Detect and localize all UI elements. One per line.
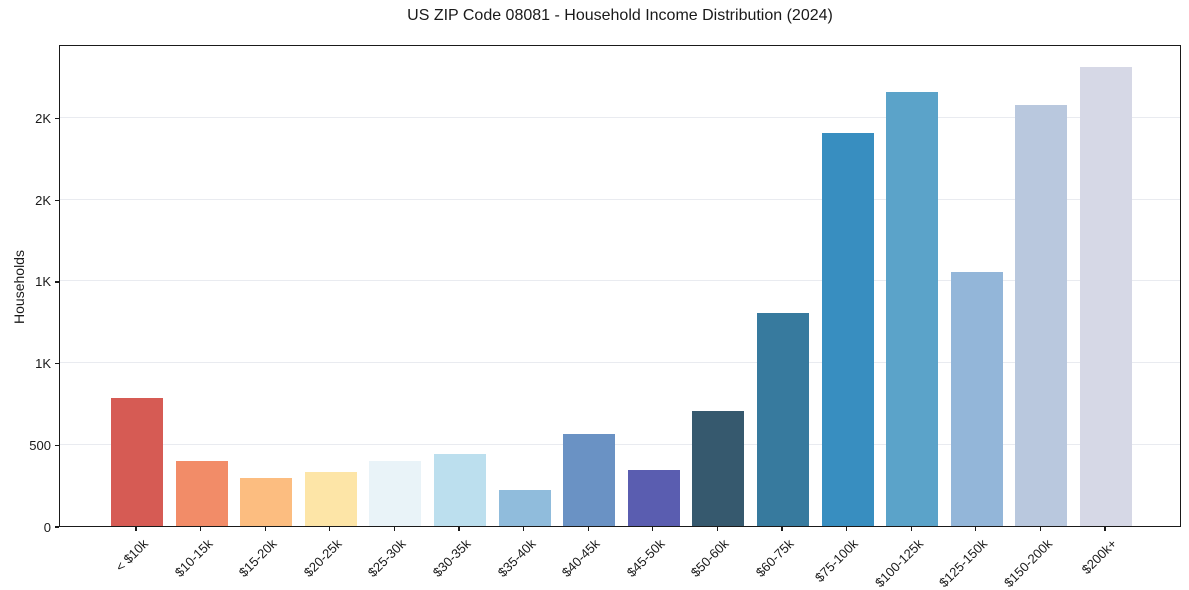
x-tick-label: $100-125k [871,536,926,590]
bar-$40-45k [563,434,616,526]
bar-< $10k [111,398,163,526]
x-tick-mark [587,527,589,531]
bar-$45-50k [627,470,680,526]
chart-title: US ZIP Code 08081 - Household Income Dis… [407,7,833,24]
bar-$50-60k [692,411,745,526]
x-tick-mark [393,527,396,531]
y-tick-mark [55,444,59,446]
bar-$20-25k [304,472,357,526]
x-tick-mark [1104,527,1106,531]
x-tick-mark [1039,527,1042,531]
x-tick-mark [522,527,525,531]
bar-$75-100k [821,133,874,526]
x-tick-mark [458,527,460,531]
x-tick-label: $200k+ [1078,536,1120,578]
x-tick-mark [135,527,137,531]
y-tick-mark [55,526,59,528]
x-tick-label: $45-50k [623,536,668,580]
bar-$200k+ [1080,67,1132,526]
y-tick-mark [55,199,59,201]
x-tick-label: $10-15k [171,536,216,580]
x-tick-mark [199,527,202,531]
x-tick-label: $50-60k [688,536,732,580]
x-tick-mark [716,527,719,531]
plot-area [59,45,1181,527]
x-tick-label: $125-150k [936,536,991,590]
x-tick-label: $150-200k [1000,536,1055,590]
x-tick-mark [329,527,331,531]
gridline [60,117,1180,119]
y-tick-label: 1K [35,356,51,372]
x-tick-mark [975,527,977,531]
x-tick-mark [264,527,266,531]
x-tick-mark [652,527,654,531]
bar-$25-30k [369,461,422,526]
bar-$100-125k [886,92,939,526]
y-tick-mark [55,281,59,283]
y-tick-label: 2K [35,192,51,208]
bar-$10-15k [175,461,228,526]
x-tick-label: $60-75k [752,536,797,580]
y-tick-label: 2K [35,111,51,127]
bar-$30-35k [434,454,486,526]
x-tick-label: $30-35k [429,536,474,580]
x-tick-label: $40-45k [558,536,603,580]
x-tick-label: $15-20k [235,536,280,580]
x-tick-label: $20-25k [300,536,345,580]
x-tick-mark [845,527,848,531]
gridline [60,362,1180,364]
y-tick-label: 1K [35,274,51,290]
bar-$60-75k [757,313,809,526]
x-tick-mark [781,527,783,531]
gridline [60,280,1180,282]
bar-$35-40k [498,490,551,526]
gridline [60,443,1180,445]
x-tick-label: $75-100k [812,536,862,585]
y-tick-mark [55,117,59,120]
x-tick-mark [910,527,912,531]
bar-$15-20k [240,478,293,526]
x-tick-label: < $10k [112,536,151,575]
y-tick-label: 0 [43,519,51,535]
x-tick-label: $25-30k [365,536,409,580]
gridline [60,198,1180,200]
y-tick-label: 500 [29,437,51,453]
x-tick-label: $35-40k [494,536,539,580]
bar-$150-200k [1015,105,1068,526]
bar-$125-150k [950,272,1003,526]
y-tick-mark [55,362,59,365]
